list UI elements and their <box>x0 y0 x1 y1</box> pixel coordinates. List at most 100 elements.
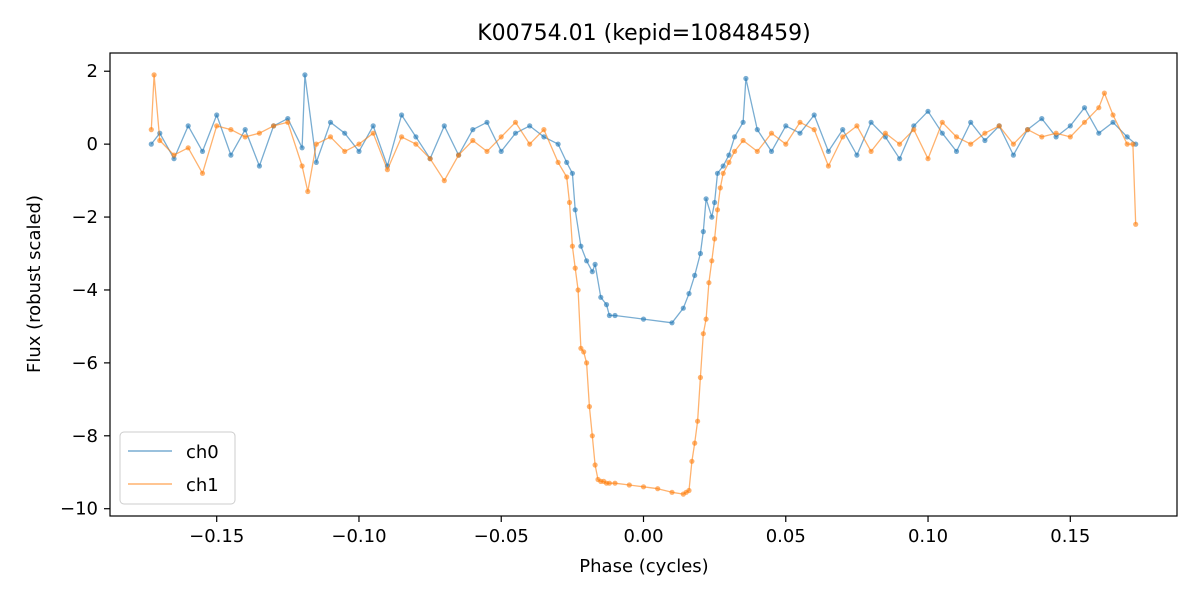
data-point-ch1 <box>968 141 974 147</box>
data-point-ch1 <box>271 123 277 129</box>
data-point-ch1 <box>768 130 775 136</box>
data-point-ch0 <box>868 119 874 125</box>
data-point-ch1 <box>1101 90 1107 96</box>
data-point-ch1 <box>612 480 618 486</box>
data-point-ch0 <box>1096 130 1102 136</box>
data-point-ch1 <box>717 185 723 191</box>
y-tick-label: −10 <box>60 499 98 520</box>
data-point-ch1 <box>581 349 587 355</box>
data-point-ch0 <box>555 141 561 147</box>
data-point-ch0 <box>512 130 519 136</box>
data-point-ch1 <box>185 145 191 151</box>
data-point-ch0 <box>302 72 308 78</box>
data-point-ch0 <box>640 316 647 322</box>
data-point-ch0 <box>768 148 775 154</box>
data-point-ch1 <box>840 134 846 140</box>
data-point-ch1 <box>1010 141 1017 147</box>
data-point-ch1 <box>700 331 706 337</box>
data-point-ch1 <box>148 127 154 133</box>
data-point-ch1 <box>1053 130 1059 136</box>
data-point-ch0 <box>612 312 618 319</box>
data-point-ch0 <box>680 305 686 311</box>
y-tick-label: −4 <box>71 280 98 301</box>
x-tick-label: 0.00 <box>623 526 663 547</box>
data-point-ch1 <box>882 130 889 136</box>
data-point-ch1 <box>228 127 234 133</box>
data-point-ch1 <box>285 119 291 125</box>
data-point-ch1 <box>584 360 590 366</box>
legend: ch0 ch1 <box>119 431 236 505</box>
data-point-ch1 <box>171 152 177 158</box>
data-point-ch0 <box>584 258 590 264</box>
data-point-ch1 <box>566 199 573 206</box>
data-point-ch1 <box>996 123 1002 129</box>
data-point-ch0 <box>669 320 675 326</box>
data-point-ch0 <box>783 123 789 129</box>
data-point-ch1 <box>572 265 578 271</box>
data-point-ch0 <box>968 119 974 125</box>
data-point-ch0 <box>840 127 846 133</box>
data-point-ch1 <box>1025 127 1031 133</box>
data-point-ch1 <box>732 148 738 154</box>
y-tick-label: 2 <box>87 61 98 82</box>
data-point-ch1 <box>1081 119 1088 125</box>
data-point-ch1 <box>1133 221 1139 227</box>
data-point-ch1 <box>313 141 319 147</box>
data-point-ch1 <box>925 156 931 162</box>
data-point-ch1 <box>740 137 746 144</box>
data-point-ch1 <box>498 134 504 140</box>
data-point-ch0 <box>299 145 305 151</box>
data-point-ch1 <box>811 127 817 133</box>
data-point-ch1 <box>342 148 348 154</box>
y-tick-label: −6 <box>71 353 98 374</box>
data-point-ch0 <box>692 272 698 278</box>
data-point-ch1 <box>589 433 595 439</box>
data-point-ch1 <box>356 141 362 147</box>
data-point-ch1 <box>541 127 547 133</box>
data-point-ch0 <box>686 291 692 297</box>
x-tick-label: −0.15 <box>189 526 244 547</box>
data-point-ch1 <box>484 148 490 154</box>
data-point-ch0 <box>185 123 191 129</box>
data-point-ch1 <box>413 141 419 147</box>
data-point-ch0 <box>199 148 206 154</box>
data-point-ch0 <box>578 243 584 249</box>
x-tick-label: 0.05 <box>766 526 806 547</box>
data-point-ch0 <box>703 196 709 202</box>
data-point-ch1 <box>299 163 305 169</box>
data-point-ch0 <box>589 269 595 275</box>
data-point-ch0 <box>541 134 547 140</box>
data-point-ch0 <box>811 112 817 118</box>
legend-label-ch0: ch0 <box>186 442 219 463</box>
data-point-ch1 <box>578 345 584 351</box>
data-point-ch0 <box>603 302 610 308</box>
data-point-ch0 <box>527 123 533 129</box>
data-point-ch0 <box>1010 152 1017 158</box>
data-point-ch1 <box>1124 141 1130 147</box>
data-point-ch1 <box>527 141 533 147</box>
data-point-ch1 <box>797 119 803 125</box>
data-point-ch1 <box>697 374 704 381</box>
data-point-ch1 <box>897 141 903 147</box>
data-point-ch1 <box>706 280 712 286</box>
data-point-ch1 <box>157 137 163 144</box>
data-point-ch0 <box>342 130 348 136</box>
data-point-ch1 <box>695 418 701 424</box>
data-point-ch0 <box>592 261 598 267</box>
data-point-ch0 <box>327 119 334 125</box>
data-point-ch1 <box>692 440 698 446</box>
data-point-ch0 <box>939 130 945 136</box>
y-axis-ticks: 2 0 −2 −4 −6 −8 −10 <box>60 61 110 520</box>
data-point-ch0 <box>740 119 746 125</box>
data-point-ch1 <box>151 72 157 78</box>
data-point-ch1 <box>709 258 715 264</box>
data-point-ch1 <box>783 141 789 147</box>
data-point-ch1 <box>1110 112 1116 118</box>
data-point-ch1 <box>868 148 874 154</box>
data-point-ch1 <box>427 156 433 162</box>
data-point-ch0 <box>1110 119 1116 125</box>
y-tick-label: −8 <box>71 426 98 447</box>
data-point-ch0 <box>1053 134 1059 140</box>
data-point-ch1 <box>714 207 721 213</box>
x-tick-label: −0.10 <box>331 526 386 547</box>
